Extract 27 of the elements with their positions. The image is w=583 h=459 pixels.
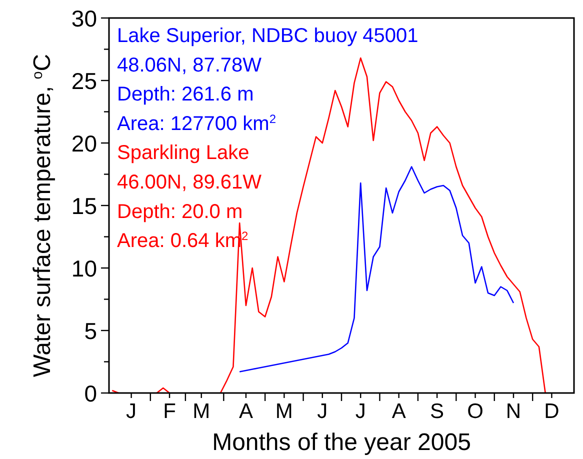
x-tick-label: J [317, 400, 328, 423]
annotation: 48.06N, 87.78W [117, 54, 262, 76]
x-axis-title: Months of the year 2005 [212, 429, 471, 456]
x-tick-label: J [355, 400, 366, 423]
y-tick-label: 20 [71, 130, 97, 156]
y-tick-label: 5 [84, 318, 97, 344]
x-tick-label: M [192, 400, 210, 423]
x-tick-label: N [506, 400, 522, 423]
x-tick-label: A [238, 400, 253, 423]
x-tick-label: O [467, 400, 484, 423]
x-tick-label: F [163, 400, 176, 423]
x-tick-label: S [430, 400, 444, 423]
x-tick-label: M [275, 400, 293, 423]
x-tick-label: J [126, 400, 137, 423]
text: Sparkling Lake [117, 142, 250, 164]
y-tick-label: 25 [71, 68, 97, 94]
annotation: Area: 127700 km$^{2}$ [117, 112, 276, 135]
annotation: 46.00N, 89.61W [117, 172, 262, 194]
annotation: Depth: 20.0 m [117, 200, 243, 223]
text: Lake Superior, NDBC buoy 45001 [117, 25, 418, 47]
y-tick-label: 15 [71, 192, 97, 219]
x-tick-label: D [544, 400, 560, 423]
annotation: Depth: 261.6 m [117, 84, 254, 106]
y-tick-label: 30 [71, 5, 97, 32]
x-tick-label: A [392, 400, 406, 423]
y-tick-label: 0 [84, 380, 97, 406]
y-tick-label: 10 [71, 255, 97, 282]
